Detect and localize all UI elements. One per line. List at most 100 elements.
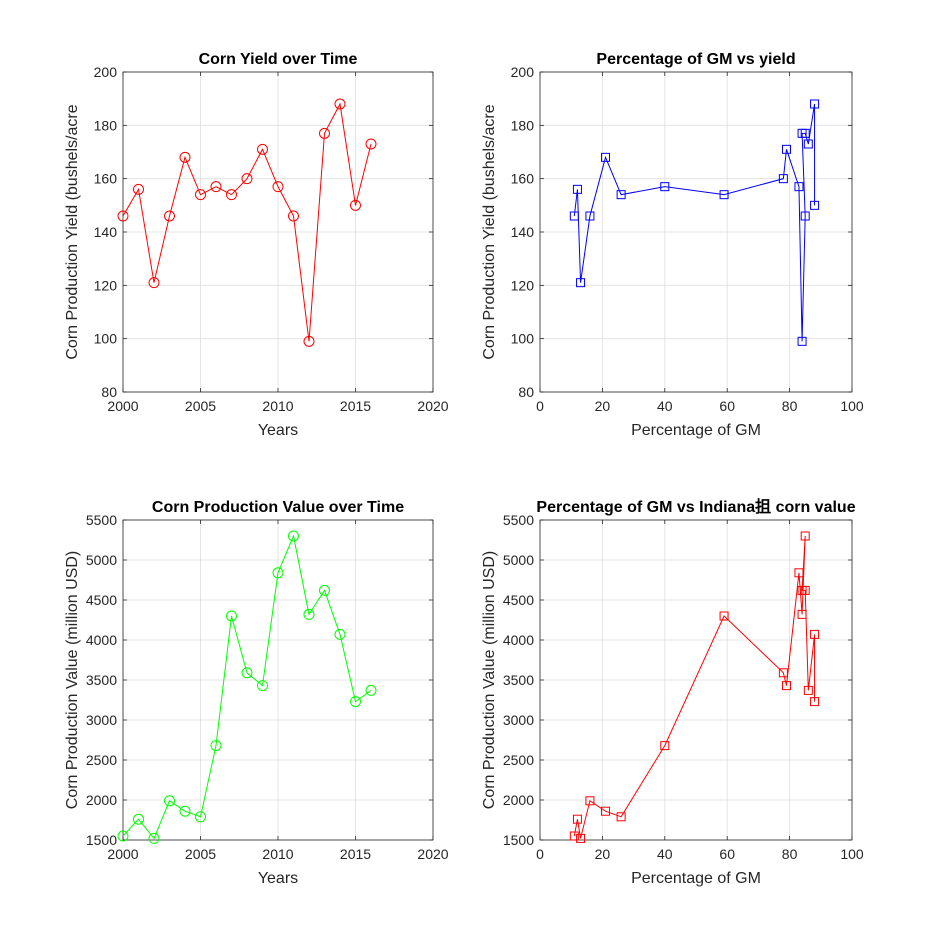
y-tick-label: 80 [101,384,117,400]
data-point [800,585,810,595]
data-point [797,336,807,346]
data-point [800,211,810,221]
data-point [195,811,206,823]
x-tick-label: 2000 [107,398,138,414]
x-tick-label: 100 [840,398,864,414]
y-tick-label: 160 [511,171,535,187]
data-point [334,98,346,110]
data-point [719,190,729,200]
y-tick-label: 2000 [86,792,117,808]
axes-box [539,71,853,393]
data-point [164,795,175,807]
series-line [573,103,816,342]
data-point [133,813,144,825]
data-point [226,610,237,622]
subplot-2: 0 20 40 60 80 100 80 100 120 140 160 180 200 Percenta… [481,51,864,439]
data-point [365,138,377,150]
x-tick-label: 100 [840,846,864,862]
x-tick-label: 60 [719,398,735,414]
x-tick-label: 2020 [417,398,448,414]
y-tick-label: 1500 [503,832,534,848]
data-point [319,127,330,139]
y-tick-label: 80 [518,384,534,400]
y-tick-label: 160 [94,171,118,187]
axes-box [539,519,853,841]
y-tick-label: 3000 [86,712,117,728]
data-point [241,667,253,679]
y-tick-label: 120 [511,277,535,293]
data-point [350,696,361,708]
data-point [803,685,813,695]
y-tick-label: 2000 [503,792,534,808]
y-tick-label: 2500 [503,752,534,768]
data-point [601,152,611,162]
x-tick-label: 60 [719,846,735,862]
y-axis-label: Corn Production Value (million USD) [64,551,81,809]
subplot-1: 2000 2005 2010 2015 2020 80 100 120 140 160 180 200… [64,51,449,439]
data-point [288,530,299,542]
data-point [800,128,810,138]
data-point [810,200,820,210]
data-point [794,182,804,192]
x-tick-label: 2015 [340,846,371,862]
axes-box [122,519,434,841]
y-tick-label: 5000 [86,552,117,568]
y-tick-label: 120 [94,277,118,293]
y-axis-label: Corn Production Yield (bushels/acre [64,104,81,359]
y-tick-label: 140 [94,224,118,240]
y-tick-label: 1500 [86,832,117,848]
x-tick-label: 0 [536,398,544,414]
data-point [117,830,129,842]
data-point [660,741,670,751]
data-point [569,831,579,841]
y-tick-label: 4500 [86,592,117,608]
x-tick-label: 2015 [340,398,371,414]
subplot-3: 2000 2005 2010 2015 202015002000250030003500… [64,499,449,887]
x-tick-label: 40 [657,846,673,862]
data-point [226,189,237,201]
data-point [660,182,670,192]
data-point [810,629,820,639]
data-point [572,184,582,194]
data-point [585,211,595,221]
y-axis-label: Corn Production Value (million USD) [481,551,498,809]
data-point [778,174,788,184]
data-point [179,805,191,817]
x-tick-label: 40 [657,398,673,414]
y-tick-label: 180 [94,117,118,133]
x-tick-label: 80 [782,846,798,862]
data-point [241,173,253,185]
data-point [334,628,346,640]
data-point [569,211,579,221]
data-point [303,608,315,620]
data-point [781,681,791,691]
data-point [195,189,206,201]
y-axis-label: Corn Production Yield (bushels/acre [481,104,498,359]
data-point [572,814,582,824]
y-tick-label: 3000 [503,712,534,728]
y-tick-label: 4000 [86,632,117,648]
series-line [122,534,372,840]
data-point [288,210,299,222]
y-tick-label: 3500 [86,672,117,688]
data-point [148,832,160,844]
y-tick-label: 140 [511,224,535,240]
data-point [365,684,377,696]
data-point [576,278,586,288]
data-point [810,99,820,109]
x-tick-label: 80 [782,398,798,414]
data-point [810,697,820,707]
y-tick-label: 2500 [86,752,117,768]
data-point [803,139,813,149]
x-tick-label: 20 [595,398,611,414]
x-tick-label: 2010 [262,398,293,414]
data-point [797,609,807,619]
y-tick-label: 180 [511,117,535,133]
x-axis-label: Percentage of GM [631,422,761,439]
data-point [257,143,268,155]
y-tick-label: 100 [511,331,535,347]
data-point [719,611,729,621]
y-tick-label: 200 [511,64,535,80]
y-tick-label: 100 [94,331,118,347]
data-point [616,812,626,822]
